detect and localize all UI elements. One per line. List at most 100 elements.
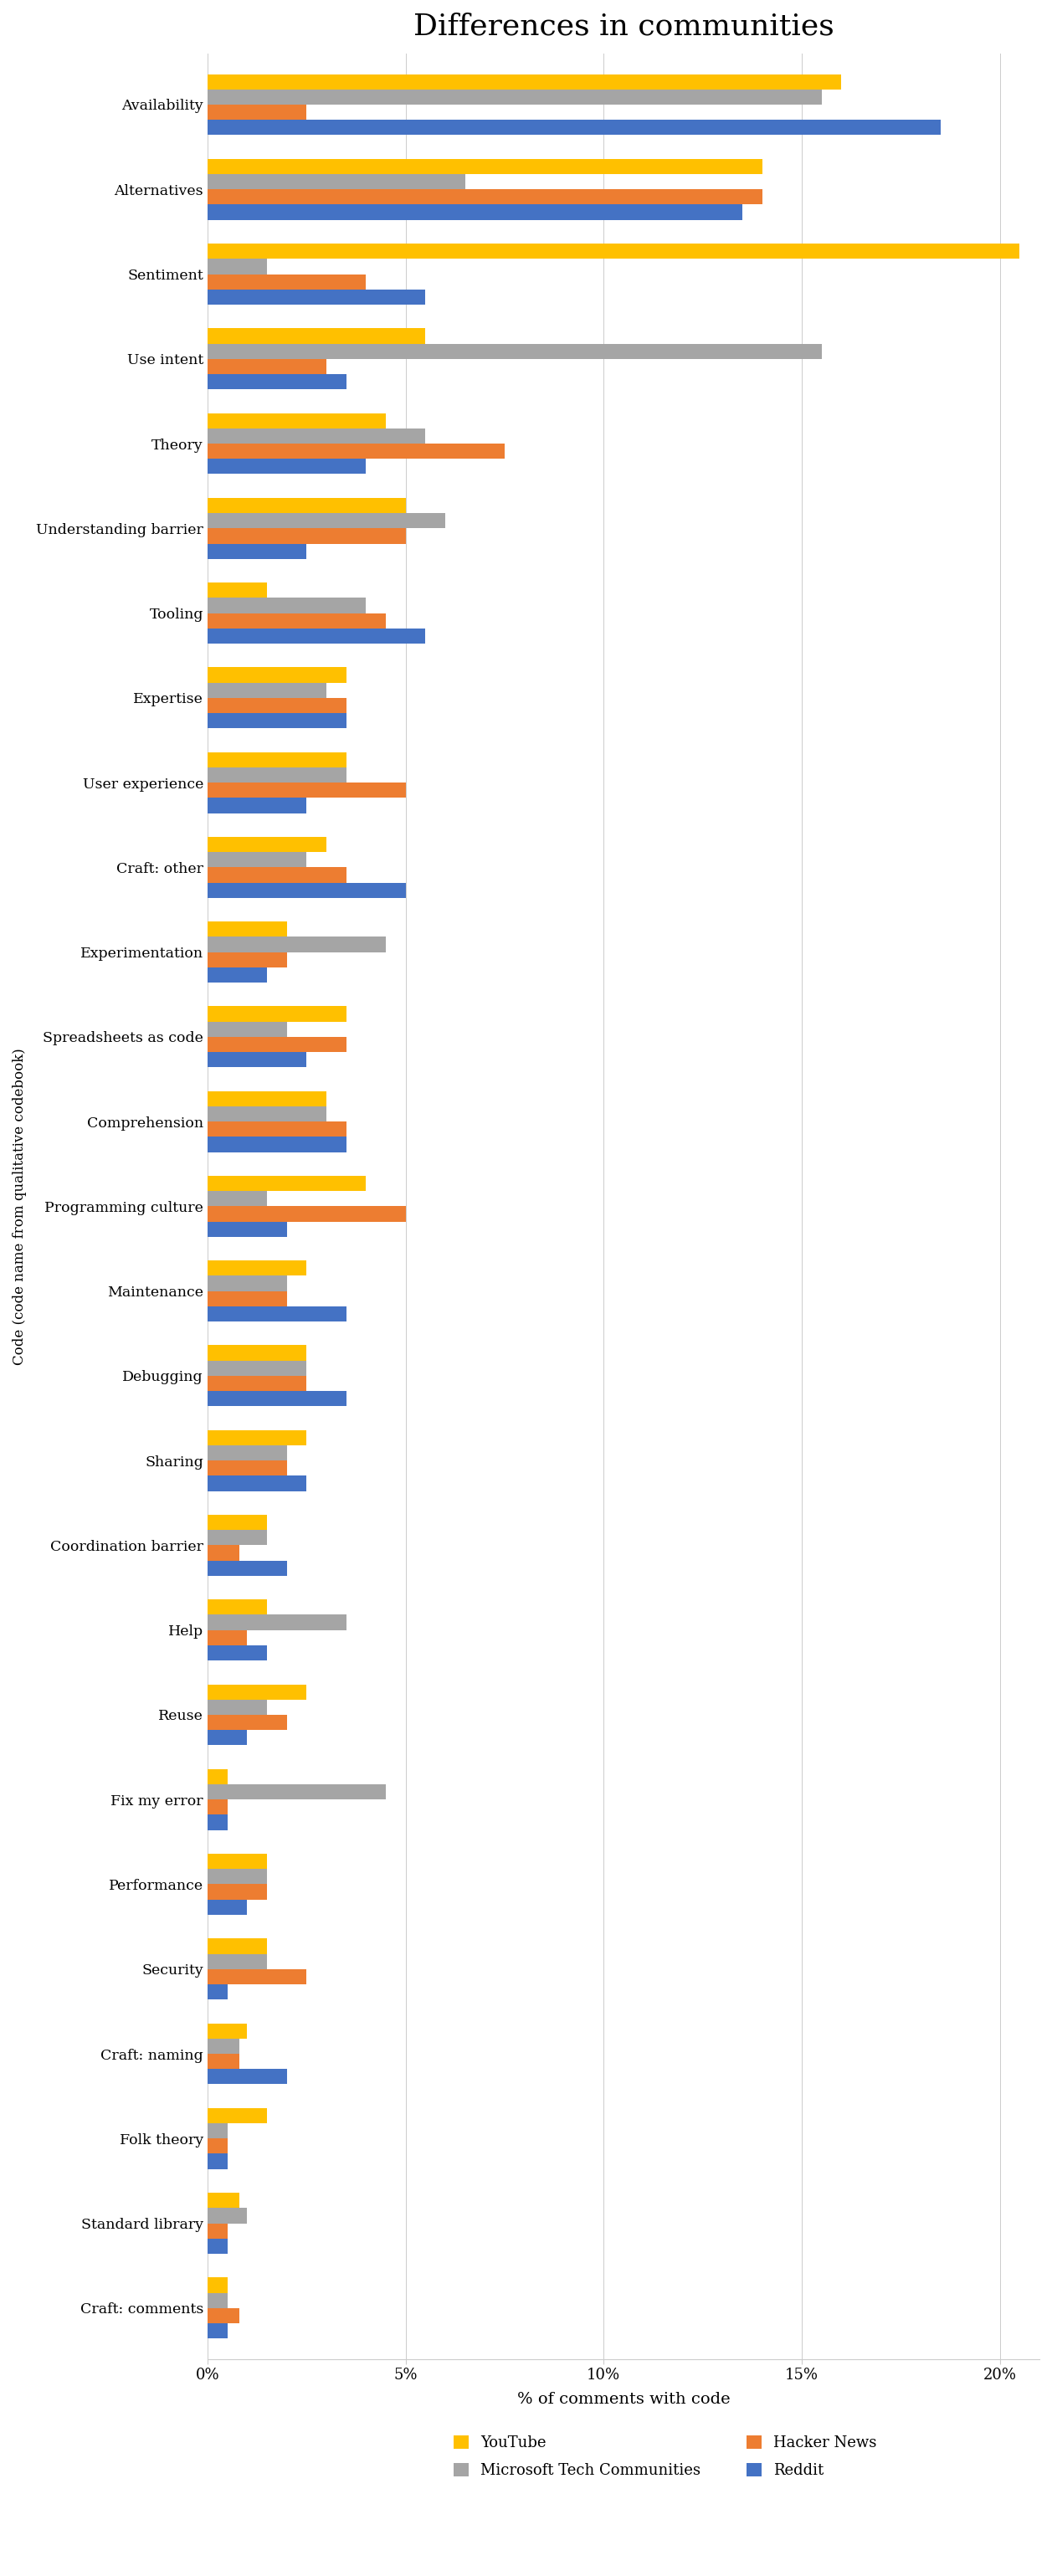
Bar — [207, 1260, 306, 1275]
Bar — [207, 106, 306, 121]
Bar — [207, 175, 465, 191]
Bar — [207, 799, 306, 814]
Bar — [207, 1023, 286, 1036]
Bar — [207, 783, 405, 799]
Bar — [207, 2022, 247, 2038]
Bar — [207, 1306, 346, 1321]
Bar — [207, 598, 366, 613]
Bar — [207, 2154, 227, 2169]
Bar — [207, 2038, 239, 2053]
Bar — [207, 969, 267, 981]
Bar — [207, 953, 286, 969]
Bar — [207, 2192, 239, 2208]
Bar — [207, 1360, 306, 1376]
Bar — [207, 2277, 227, 2293]
Bar — [207, 1121, 346, 1136]
Bar — [207, 1731, 247, 1747]
Bar — [207, 1445, 286, 1461]
Bar — [207, 613, 386, 629]
Bar — [207, 1007, 346, 1023]
Bar — [207, 75, 842, 90]
Bar — [207, 428, 425, 443]
Bar — [207, 752, 346, 768]
Bar — [207, 289, 425, 304]
Bar — [207, 1461, 286, 1476]
Bar — [207, 160, 762, 175]
Bar — [207, 1646, 267, 1662]
Bar — [207, 1136, 346, 1151]
Bar — [207, 90, 822, 106]
Bar — [207, 443, 505, 459]
Bar — [207, 582, 267, 598]
Bar — [207, 358, 326, 374]
Legend: YouTube, Microsoft Tech Communities, Hacker News, Reddit: YouTube, Microsoft Tech Communities, Hac… — [453, 2434, 876, 2478]
Title: Differences in communities: Differences in communities — [413, 13, 834, 41]
Bar — [207, 1785, 386, 1801]
Bar — [207, 1940, 267, 1953]
Bar — [207, 1206, 405, 1221]
Bar — [207, 1036, 346, 1051]
Bar — [207, 1530, 267, 1546]
Bar — [207, 374, 346, 389]
Bar — [207, 1816, 227, 1829]
Bar — [207, 1476, 306, 1492]
Bar — [207, 1190, 267, 1206]
Bar — [207, 884, 405, 899]
Bar — [207, 1515, 267, 1530]
Bar — [207, 121, 940, 134]
Bar — [207, 544, 306, 559]
Bar — [207, 1430, 306, 1445]
Bar — [207, 683, 326, 698]
Y-axis label: Code (code name from qualitative codebook): Code (code name from qualitative codeboo… — [13, 1048, 26, 1365]
Bar — [207, 1376, 306, 1391]
Bar — [207, 2138, 227, 2154]
Bar — [207, 1546, 239, 1561]
Bar — [207, 1092, 326, 1105]
Bar — [207, 1391, 346, 1406]
Bar — [207, 2123, 227, 2138]
Bar — [207, 922, 286, 938]
Bar — [207, 1899, 247, 1914]
Bar — [207, 2223, 227, 2239]
Bar — [207, 1801, 227, 1816]
Bar — [207, 1883, 267, 1899]
Bar — [207, 698, 346, 714]
Bar — [207, 1716, 286, 1731]
Bar — [207, 1561, 286, 1577]
Bar — [207, 1345, 306, 1360]
Bar — [207, 2053, 239, 2069]
Bar — [207, 1984, 227, 1999]
Bar — [207, 2069, 286, 2084]
Bar — [207, 853, 306, 868]
Bar — [207, 1221, 286, 1236]
Bar — [207, 868, 346, 884]
Bar — [207, 497, 405, 513]
Bar — [207, 343, 822, 358]
X-axis label: % of comments with code: % of comments with code — [517, 2393, 730, 2406]
Bar — [207, 2308, 239, 2324]
Bar — [207, 327, 425, 343]
Bar — [207, 273, 366, 289]
Bar — [207, 412, 386, 428]
Bar — [207, 1615, 346, 1631]
Bar — [207, 1175, 366, 1190]
Bar — [207, 528, 405, 544]
Bar — [207, 204, 743, 219]
Bar — [207, 938, 386, 953]
Bar — [207, 2293, 227, 2308]
Bar — [207, 2239, 227, 2254]
Bar — [207, 1291, 286, 1306]
Bar — [207, 2324, 227, 2339]
Bar — [207, 1275, 286, 1291]
Bar — [207, 245, 1019, 258]
Bar — [207, 768, 346, 783]
Bar — [207, 1685, 306, 1700]
Bar — [207, 191, 762, 204]
Bar — [207, 1051, 306, 1066]
Bar — [207, 837, 326, 853]
Bar — [207, 1770, 227, 1785]
Bar — [207, 714, 346, 729]
Bar — [207, 1105, 326, 1121]
Bar — [207, 513, 445, 528]
Bar — [207, 1968, 306, 1984]
